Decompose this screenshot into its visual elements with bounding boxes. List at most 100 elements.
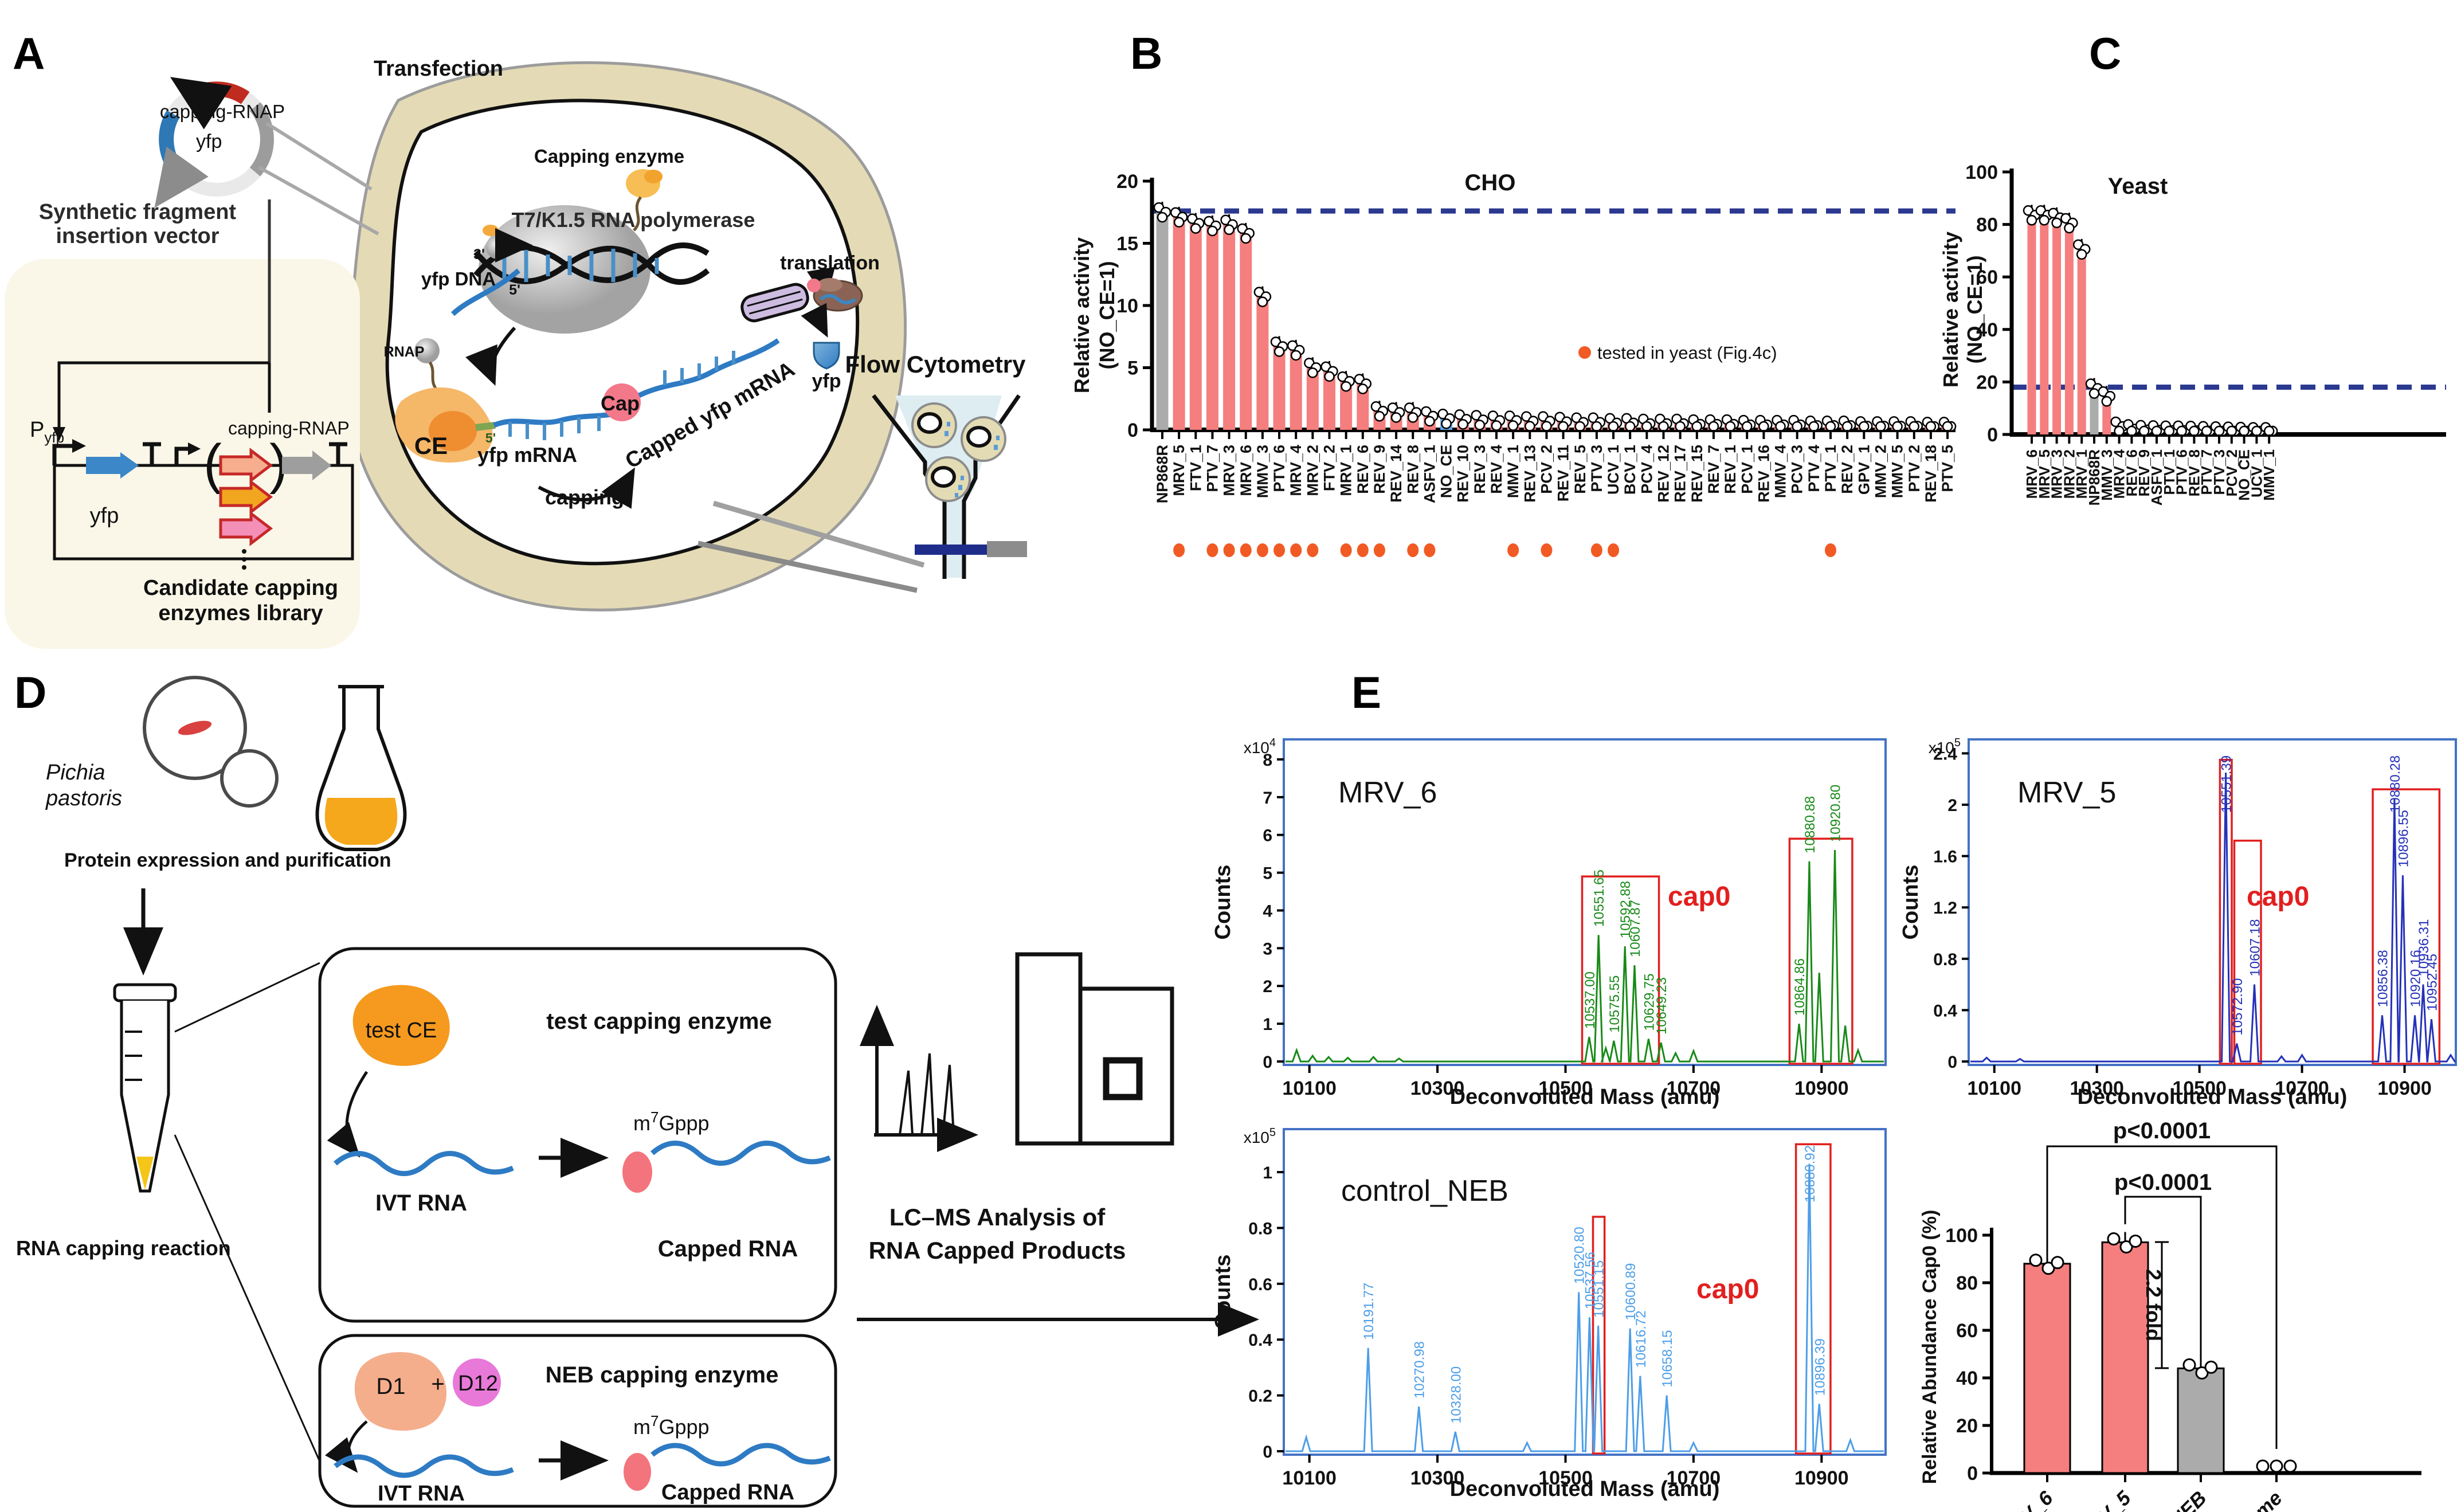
replicate-point	[1725, 421, 1736, 432]
replicate-point	[1324, 371, 1335, 382]
replicate-point	[1474, 420, 1486, 430]
x-tick-label: REV_1	[1722, 445, 1739, 494]
ivt-rna-label-2: IVT RNA	[378, 1482, 465, 1506]
plot-frame	[1283, 1128, 1887, 1456]
transfection-line-1	[265, 122, 373, 191]
y-tick-label: 2	[1947, 796, 1957, 815]
replicate-point	[1558, 421, 1569, 432]
replicate-point	[1408, 412, 1418, 423]
replicate-point	[1424, 416, 1435, 427]
tested-in-yeast-dot	[1590, 543, 1602, 557]
x-tick-label: 10100	[1967, 1078, 2021, 1099]
peak-label: 10856.38	[2375, 950, 2391, 1007]
replicate-point	[1507, 420, 1519, 431]
panel-letter-e: E	[1351, 667, 1382, 718]
plasmid-capping-rnap-segment	[187, 81, 250, 104]
yfp-gene-head	[120, 452, 139, 479]
replicate-point	[2039, 215, 2050, 226]
x-tick-label: PTV_1	[2161, 449, 2178, 495]
bar	[2064, 222, 2074, 434]
x-tick-label: PCV_1	[1738, 445, 1755, 494]
bar	[1340, 380, 1353, 430]
candidate-arrow-2	[219, 479, 273, 515]
bar	[1206, 224, 1218, 430]
flask-liquid	[324, 798, 398, 845]
replicate-point	[2138, 425, 2150, 437]
x-tick-label: MRV_3	[1221, 445, 1238, 496]
x-tick-label: 10500	[1538, 1467, 1593, 1489]
y-tick-label: 60	[1956, 1320, 1978, 1342]
y-tick-label: 60	[1976, 267, 1998, 288]
replicate-point	[2029, 1254, 2043, 1267]
rnap-sphere	[414, 338, 440, 363]
x-tick-label: NP868R	[1154, 445, 1171, 503]
x-tick-label: REV_18	[1922, 445, 1939, 503]
cap0-annotation: cap0	[1668, 882, 1730, 912]
p-value-mid: p<0.0001	[2114, 1170, 2212, 1195]
replicate-point	[2114, 425, 2125, 437]
replicate-point	[2263, 425, 2275, 437]
yfp-shield-icon	[813, 342, 840, 370]
ce-blob-core	[429, 411, 477, 451]
small-rnap-sphere	[486, 236, 509, 259]
x-tick-label: PTV_3	[2211, 449, 2228, 495]
replicate-point	[1374, 411, 1385, 422]
transfection-line-2	[258, 166, 379, 236]
y-tick-label: 5	[1127, 358, 1138, 379]
bar	[1357, 382, 1369, 430]
x-tick-label: 10300	[1410, 1078, 1465, 1099]
peak-label: 10551.15	[1592, 1260, 1607, 1318]
replicate-point	[1257, 296, 1268, 307]
x-tick-label: PCV_4	[1638, 445, 1655, 494]
peak-label: 10658.15	[1660, 1330, 1675, 1387]
test-ce-title: test capping enzyme	[546, 1009, 771, 1034]
replicate-point	[2204, 1360, 2218, 1374]
plasmid-yfp-segment	[159, 110, 185, 177]
promoter2-arrow	[174, 446, 189, 465]
capped-rna-line-1	[650, 1141, 831, 1166]
tested-in-yeast-dot	[1608, 543, 1620, 557]
peak-label: 10864.86	[1792, 958, 1808, 1016]
x-tick-label: NO_CE	[1438, 445, 1455, 498]
vector-title-1: Synthetic fragment	[39, 200, 237, 224]
bar	[2090, 387, 2099, 434]
laser-bar	[915, 545, 987, 555]
replicate-point	[2051, 217, 2062, 229]
five-prime-label-2: 5'	[485, 430, 496, 445]
chart-title: CHO	[1465, 170, 1516, 195]
replicate-point	[1792, 421, 1802, 432]
needle-line-2	[697, 540, 918, 593]
translation-arrow	[801, 303, 828, 338]
cap-label: Cap	[601, 391, 640, 415]
x-tick-label: NP868R	[2086, 449, 2103, 506]
lcms-label-1: LC–MS Analysis of	[889, 1204, 1106, 1231]
y-tick-label: 20	[1116, 171, 1138, 193]
peak-label: 10629.75	[1641, 973, 1657, 1031]
translation-label: translation	[780, 252, 880, 274]
x-tick-label: REV_4	[1488, 445, 1505, 494]
cap-formula-1: m7Gppp	[633, 1108, 710, 1135]
x-tick-label: ASFV_1	[1421, 445, 1438, 503]
x-tick-label: REV_17	[1672, 445, 1689, 503]
expand-line-1	[174, 962, 320, 1033]
y-tick-label: 20	[1956, 1415, 1978, 1437]
tube-graduations	[125, 1031, 142, 1081]
cap-dot-1	[622, 1151, 652, 1193]
bar	[2101, 1241, 2149, 1474]
spectrum-trace	[1286, 850, 1884, 1063]
test-ce-label: test CE	[366, 1019, 437, 1043]
tube-body	[120, 1001, 170, 1193]
cap-dot-2	[624, 1453, 651, 1491]
x-tick-label: REV_11	[1555, 445, 1572, 502]
peak-label: 10572.90	[2230, 978, 2246, 1036]
y-tick-label: 2.4	[1933, 745, 1957, 763]
x-tick-label: 10100	[1282, 1078, 1337, 1099]
x-tick-label: MMV_2	[1872, 445, 1889, 498]
peak-label: 10880.28	[2388, 755, 2403, 813]
y-tick-label: 40	[1956, 1368, 1978, 1389]
ce-label: CE	[414, 432, 448, 459]
spectrum-trace	[1970, 772, 2456, 1063]
x-tick-label: FTV_2	[1321, 445, 1338, 491]
y-axis-label: Relative activity	[1070, 237, 1094, 393]
peak-label: 10537.56	[1582, 1252, 1598, 1309]
